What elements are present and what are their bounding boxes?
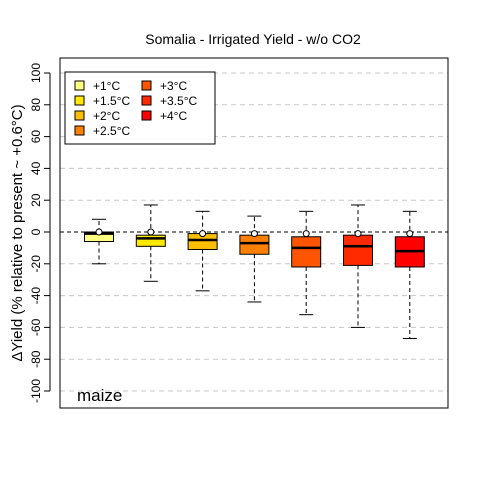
- mean-marker: [199, 230, 207, 238]
- box-body: [239, 234, 270, 255]
- y-axis: -100 -80 -60 -40 -20 0 20 40 60 80 100: [29, 63, 51, 403]
- box-4: [239, 215, 270, 303]
- y-tick-label: -80: [29, 350, 43, 368]
- box-body: [135, 234, 166, 247]
- mean-marker: [250, 230, 258, 238]
- legend-swatch: [74, 110, 85, 121]
- legend-swatch: [74, 80, 85, 91]
- legend-label: +1°C: [93, 79, 120, 93]
- box-2: [135, 204, 166, 282]
- legend-item: +2°C: [74, 109, 120, 123]
- boxes: [84, 204, 425, 340]
- y-tick-label: 20: [29, 193, 43, 207]
- legend: +1°C+1.5°C+2°C+2.5°C +3°C+3.5°C+4°C: [64, 71, 216, 145]
- legend-swatch: [141, 80, 152, 91]
- legend-swatch: [141, 95, 152, 106]
- y-tick-label: 100: [29, 63, 43, 83]
- mean-marker: [302, 230, 310, 238]
- legend-item: +4°C: [141, 109, 187, 123]
- mean-marker: [95, 228, 103, 236]
- y-tick-label: 60: [29, 130, 43, 144]
- y-tick-label: -100: [29, 379, 43, 403]
- legend-label: +1.5°C: [93, 94, 130, 108]
- box-5: [291, 210, 322, 316]
- legend-box: [64, 71, 216, 145]
- legend-swatch: [74, 95, 85, 106]
- mean-marker: [147, 228, 155, 236]
- mean-marker: [354, 230, 362, 238]
- box-3: [187, 210, 218, 292]
- legend-item: +3.5°C: [141, 94, 197, 108]
- box-7: [394, 210, 425, 340]
- plot-frame: [59, 57, 449, 409]
- legend-label: +2°C: [93, 109, 120, 123]
- legend-item: +1.5°C: [74, 94, 130, 108]
- y-tick-label: -20: [29, 255, 43, 273]
- box-1: [84, 218, 114, 265]
- legend-swatch: [74, 125, 85, 136]
- box-6: [343, 204, 373, 328]
- legend-item: +3°C: [141, 79, 187, 93]
- y-tick-label: -60: [29, 318, 43, 336]
- legend-label: +4°C: [160, 109, 187, 123]
- legend-label: +3.5°C: [160, 94, 197, 108]
- legend-item: +1°C: [74, 79, 120, 93]
- y-tick-label: 40: [29, 161, 43, 175]
- chart-title: Somalia - Irrigated Yield - w/o CO2: [145, 31, 361, 47]
- y-axis-label: ΔYield (% relative to present ~ +0.6°C): [9, 104, 26, 361]
- y-tick-label: 0: [29, 228, 43, 235]
- legend-label: +3°C: [160, 79, 187, 93]
- box-body: [343, 234, 373, 266]
- mean-marker: [406, 230, 414, 238]
- legend-swatch: [141, 110, 152, 121]
- y-tick-label: -40: [29, 287, 43, 305]
- legend-label: +2.5°C: [93, 124, 130, 138]
- box-body: [291, 236, 322, 268]
- y-tick-label: 80: [29, 98, 43, 112]
- crop-label: maize: [77, 386, 122, 405]
- legend-item: +2.5°C: [74, 124, 130, 138]
